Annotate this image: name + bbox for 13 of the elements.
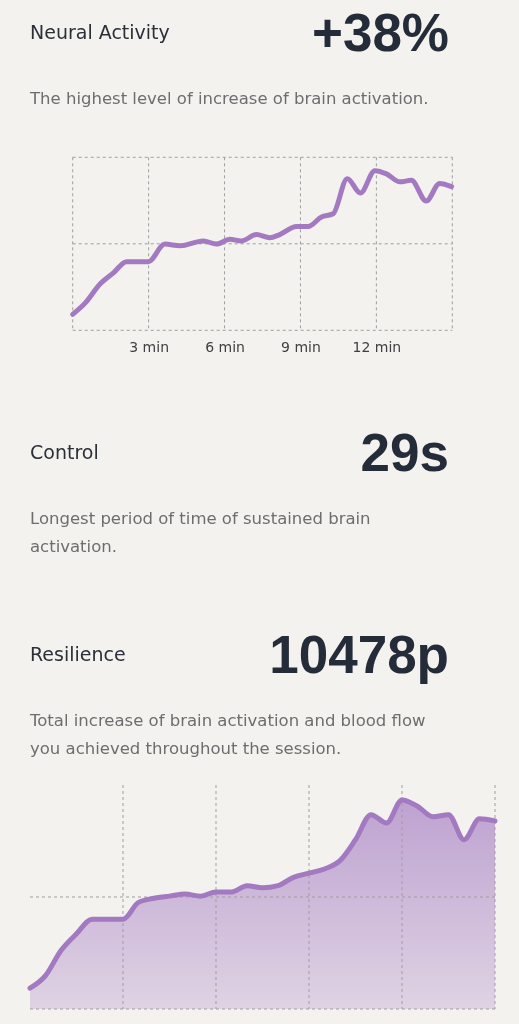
text: 10478p bbox=[269, 625, 449, 684]
chart-subtitle: The highest level of increase of brain activation. bbox=[29, 89, 429, 108]
chart-title: Resilience bbox=[30, 643, 126, 665]
x-tick-label: 12 min bbox=[352, 338, 402, 355]
chart-title: Neural Activity bbox=[30, 21, 170, 43]
text: Longest period of time of sustained brain activation. bbox=[30, 509, 371, 556]
text: +38% bbox=[311, 3, 449, 62]
text: Control bbox=[30, 441, 99, 463]
text: 29s bbox=[360, 423, 449, 482]
x-tick-label: 3 min bbox=[129, 338, 169, 355]
chart-subtitle: Total increase of brain activation and blood flow you achieved throughout the session. bbox=[29, 711, 426, 758]
x-tick-label: 6 min bbox=[205, 338, 245, 355]
x-tick-label: 9 min bbox=[281, 338, 321, 355]
